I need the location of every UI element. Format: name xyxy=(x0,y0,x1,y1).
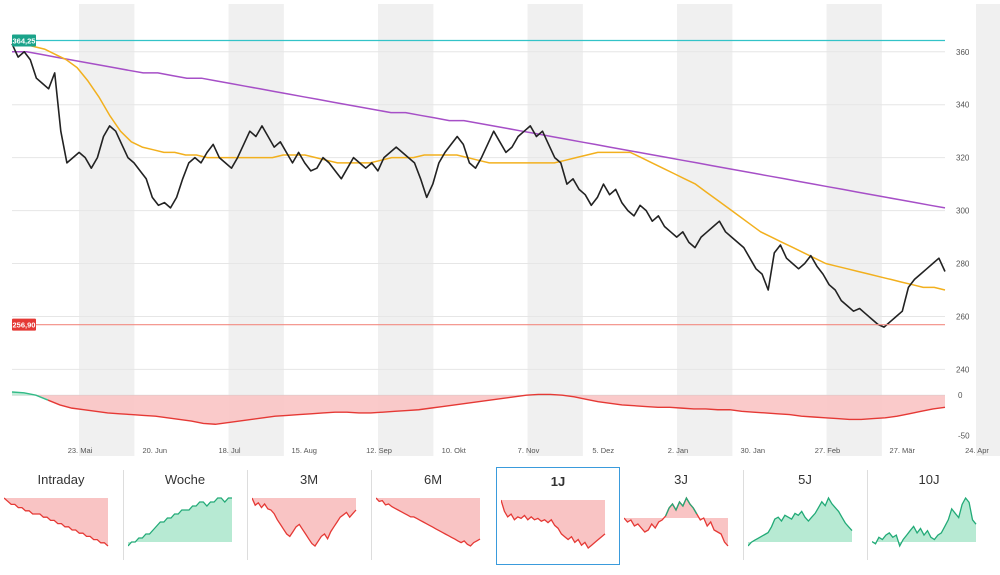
time-band xyxy=(826,4,882,456)
y-tick-label: 240 xyxy=(956,365,970,374)
tab-divider xyxy=(247,470,248,560)
tab-label: 5J xyxy=(798,472,812,487)
oscillator-positive-area xyxy=(12,392,945,396)
x-tick-label: 12. Sep xyxy=(366,446,392,455)
y-tick-label: 260 xyxy=(956,312,970,321)
time-band xyxy=(228,4,284,456)
tab-1j[interactable]: 1J xyxy=(496,467,620,565)
oscillator-line-negative xyxy=(47,393,946,425)
series-line-0 xyxy=(11,43,946,328)
time-band xyxy=(378,4,434,456)
tab-3m[interactable]: 3M xyxy=(248,466,370,564)
reference-label: 256,90 xyxy=(13,321,36,330)
reference-lines: 364,25 256,90 xyxy=(12,34,945,331)
x-axis-ticks: 23. Mai 20. Jun 18. Jul 15. Aug 12. Sep 10. O… xyxy=(68,446,990,455)
price-chart: 364,25 256,90 360 340 320 300 280 260 240 0 -50 2… xyxy=(11,4,1000,456)
tab-divider xyxy=(867,470,868,560)
time-band xyxy=(677,4,733,456)
tab-intraday[interactable]: Intraday xyxy=(0,466,122,564)
series-line-1 xyxy=(11,40,946,291)
sparkline xyxy=(4,497,109,547)
tab-6m[interactable]: 6M xyxy=(372,466,494,564)
x-tick-label: 15. Aug xyxy=(292,446,317,455)
series-line-2 xyxy=(12,51,946,209)
sparkline-line xyxy=(128,497,232,547)
x-tick-label: 30. Jan xyxy=(740,446,765,455)
x-tick-label: 27. Feb xyxy=(815,446,840,455)
tab-label: 10J xyxy=(918,472,940,487)
tab-label: 6M xyxy=(423,472,443,487)
x-tick-label: 27. Mär xyxy=(890,446,916,455)
x-tick-label: 18. Jul xyxy=(218,446,240,455)
tab-divider xyxy=(371,470,372,560)
sparkline xyxy=(501,499,606,549)
oscillator-tick-label: 0 xyxy=(958,391,963,400)
sparkline xyxy=(376,497,481,547)
time-band xyxy=(976,4,1000,456)
y-axis-ticks: 360 340 320 300 280 260 240 0 -50 xyxy=(956,48,970,441)
x-tick-label: 5. Dez xyxy=(592,446,614,455)
tab-label: 3J xyxy=(674,472,688,487)
oscillator-panel xyxy=(11,391,946,425)
tab-3j[interactable]: 3J xyxy=(620,466,742,564)
sparkline-line xyxy=(376,497,481,547)
y-tick-label: 300 xyxy=(956,207,970,216)
y-tick-label: 340 xyxy=(956,101,970,110)
y-tick-label: 320 xyxy=(956,154,970,163)
y-tick-label: 280 xyxy=(956,260,970,269)
sparkline-area xyxy=(624,498,728,546)
tab-divider xyxy=(123,470,124,560)
sparkline-area xyxy=(872,498,976,546)
tab-label: Woche xyxy=(164,472,206,487)
sparkline-line xyxy=(4,497,109,547)
period-tabs: Intraday Woche 3M 6M 1J 3J 5J 10J xyxy=(0,466,992,566)
sparkline-line xyxy=(501,499,606,549)
tab-10j[interactable]: 10J xyxy=(868,466,990,564)
y-tick-label: 360 xyxy=(956,48,970,57)
reference-label: 364,25 xyxy=(13,37,36,46)
sparkline xyxy=(872,496,977,548)
x-tick-label: 24. Apr xyxy=(965,446,989,455)
sparkline-line-positive xyxy=(665,496,698,517)
sparkline xyxy=(128,497,232,547)
x-tick-label: 10. Okt xyxy=(442,446,467,455)
series-layer xyxy=(11,40,946,328)
oscillator-negative-area xyxy=(12,395,945,425)
tab-label: Intraday xyxy=(37,472,85,487)
sparkline-area xyxy=(128,498,232,546)
sparkline xyxy=(748,496,853,547)
x-tick-label: 20. Jun xyxy=(142,446,167,455)
x-tick-label: 23. Mai xyxy=(68,446,93,455)
oscillator-line-positive xyxy=(11,391,49,401)
sparkline-area xyxy=(501,500,605,548)
sparkline xyxy=(624,496,729,547)
time-band xyxy=(79,4,135,456)
x-tick-label: 7. Nov xyxy=(518,446,540,455)
sparkline-line xyxy=(872,496,977,548)
tab-label: 3M xyxy=(299,472,319,487)
sparkline-line xyxy=(252,497,357,547)
tab-divider xyxy=(743,470,744,560)
sparkline-line xyxy=(748,496,853,547)
reference-badge xyxy=(12,34,36,47)
sparkline-area xyxy=(748,498,852,546)
gridlines xyxy=(12,51,945,370)
oscillator-tick-label: -50 xyxy=(958,432,970,441)
tab-label: 1J xyxy=(550,474,566,489)
x-tick-label: 2. Jan xyxy=(668,446,688,455)
reference-badge xyxy=(12,318,36,331)
time-bands xyxy=(79,4,1000,456)
sparkline-area xyxy=(376,498,480,546)
time-band xyxy=(527,4,583,456)
tab-woche[interactable]: Woche xyxy=(124,466,246,564)
sparkline-area xyxy=(252,498,356,546)
tab-5j[interactable]: 5J xyxy=(744,466,866,564)
sparkline xyxy=(252,497,357,547)
